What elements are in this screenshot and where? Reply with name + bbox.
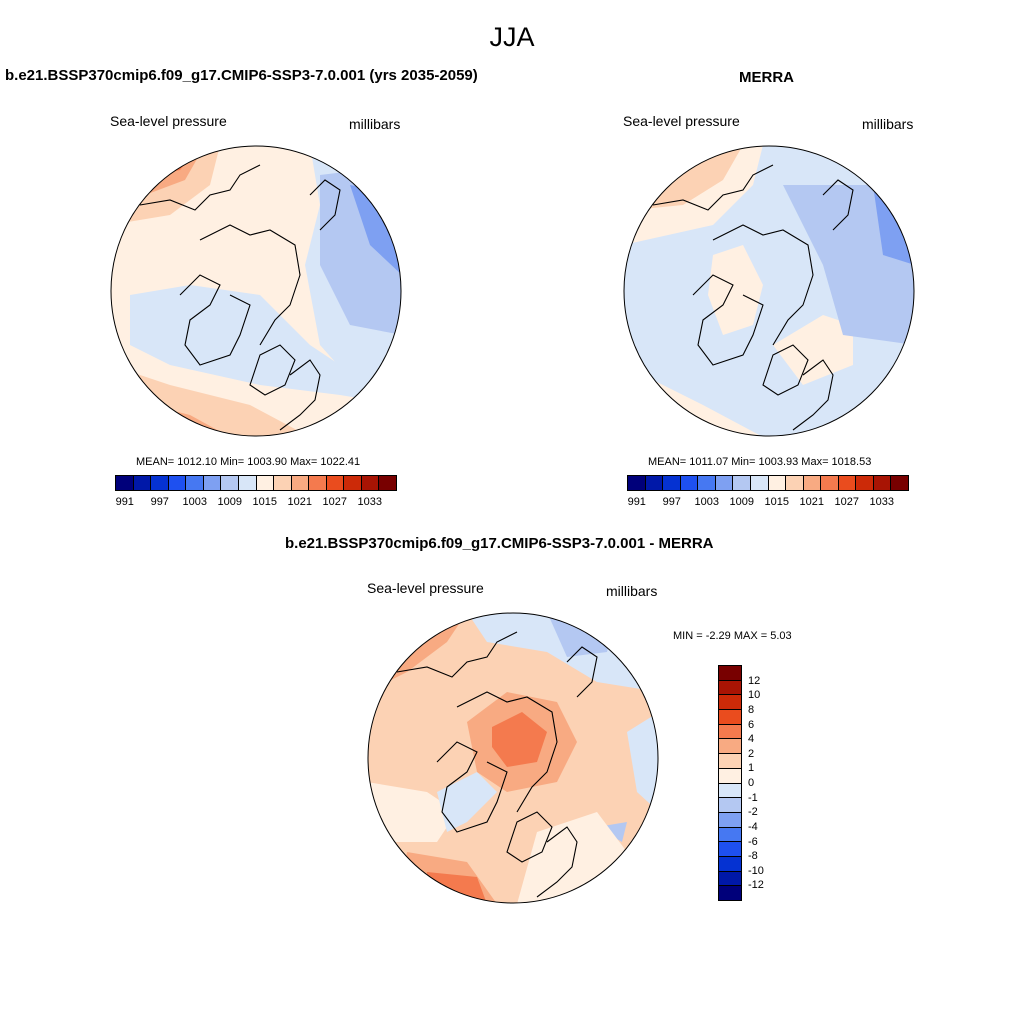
colorbar-tick-label: 1033 [357, 496, 382, 508]
colorbar-swatch [202, 476, 221, 490]
diff-units-label: millibars [606, 583, 658, 599]
obs-panel-title: MERRA [739, 69, 794, 86]
colorbar-swatch [719, 738, 741, 754]
colorbar-tick-label: -8 [748, 850, 758, 863]
colorbar-swatch [719, 841, 741, 856]
colorbar-swatch [343, 476, 361, 490]
colorbar-tick-label: -12 [748, 879, 764, 892]
colorbar-swatch [719, 694, 741, 710]
colorbar-swatch [132, 476, 151, 490]
colorbar-swatch [714, 476, 733, 490]
colorbar-tick-label: 1027 [834, 496, 859, 508]
colorbar-swatch [237, 476, 256, 490]
colorbar-tick-label: -2 [748, 806, 758, 819]
colorbar-swatch [732, 476, 750, 490]
colorbar-swatch [872, 476, 891, 490]
diff-panel-title: b.e21.BSSP370cmip6.f09_g17.CMIP6-SSP3-7.… [285, 535, 714, 552]
colorbar-swatch [719, 885, 741, 900]
colorbar-swatch [185, 476, 203, 490]
colorbar-swatch [719, 870, 741, 886]
colorbar-tick-label: 2 [748, 747, 755, 760]
colorbar-swatch [290, 476, 309, 490]
colorbar-swatch [719, 855, 741, 871]
colorbar-swatch [644, 476, 663, 490]
colorbar-swatch [837, 476, 856, 490]
colorbar-tick-label: 1015 [252, 496, 277, 508]
colorbar-swatch [378, 476, 396, 490]
colorbar-swatch [890, 476, 908, 490]
colorbar-swatch [719, 782, 741, 798]
model-polar-map [110, 145, 402, 437]
colorbar-tick-label: 1009 [217, 496, 242, 508]
obs-stats: MEAN= 1011.07 Min= 1003.93 Max= 1018.53 [648, 456, 872, 468]
colorbar-swatch [679, 476, 698, 490]
colorbar-tick-label: -10 [748, 864, 764, 877]
colorbar-swatch [167, 476, 186, 490]
colorbar-swatch [150, 476, 168, 490]
colorbar-swatch [767, 476, 786, 490]
colorbar-swatch [719, 723, 741, 739]
diff-polar-map [367, 612, 659, 904]
colorbar-swatch [719, 666, 741, 680]
colorbar-swatch [719, 826, 741, 842]
model-stats: MEAN= 1012.10 Min= 1003.90 Max= 1022.41 [136, 456, 361, 468]
colorbar-swatch [719, 753, 741, 768]
colorbar-tick-label: 991 [115, 496, 134, 508]
colorbar-swatch [749, 476, 768, 490]
colorbar-tick-label: 4 [748, 733, 755, 746]
colorbar-swatch [116, 476, 133, 490]
colorbar-swatch [220, 476, 238, 490]
colorbar-swatch [628, 476, 645, 490]
colorbar-swatch [360, 476, 379, 490]
colorbar-tick-label: -6 [748, 835, 758, 848]
diff-colorbar [718, 665, 742, 901]
colorbar-tick-label: 1033 [869, 496, 894, 508]
colorbar-tick-label: 0 [748, 777, 755, 789]
colorbar-tick-label: 12 [748, 674, 761, 687]
colorbar-tick-label: 997 [662, 496, 681, 508]
colorbar-swatch [855, 476, 873, 490]
colorbar-tick-label: 6 [748, 718, 755, 731]
colorbar-tick-label: 10 [748, 689, 761, 702]
colorbar-swatch [802, 476, 821, 490]
season-title: JJA [489, 22, 535, 52]
diff-variable-label: Sea-level pressure [367, 580, 484, 596]
obs-units-label: millibars [862, 116, 914, 132]
colorbar-swatch [719, 797, 741, 812]
colorbar-tick-label: 1003 [694, 496, 719, 508]
colorbar-tick-label: 1003 [182, 496, 207, 508]
colorbar-swatch [820, 476, 838, 490]
model-units-label: millibars [349, 116, 401, 132]
colorbar-tick-label: 1 [748, 762, 755, 775]
colorbar-tick-label: 1021 [287, 496, 312, 508]
colorbar-swatch [719, 767, 741, 783]
colorbar-swatch [697, 476, 715, 490]
colorbar-tick-label: 991 [627, 496, 646, 508]
model-variable-label: Sea-level pressure [110, 113, 227, 129]
model-panel-title: b.e21.BSSP370cmip6.f09_g17.CMIP6-SSP3-7.… [5, 67, 478, 84]
colorbar-swatch [662, 476, 680, 490]
obs-variable-label: Sea-level pressure [623, 113, 740, 129]
colorbar-tick-label: 8 [748, 703, 755, 716]
colorbar-tick-label: 1027 [322, 496, 347, 508]
model-colorbar [115, 475, 397, 491]
colorbar-swatch [719, 811, 741, 827]
diff-stats: MIN = -2.29 MAX = 5.03 [673, 630, 792, 642]
colorbar-tick-label: 1009 [729, 496, 754, 508]
colorbar-tick-label: -1 [748, 791, 758, 804]
colorbar-swatch [325, 476, 344, 490]
colorbar-swatch [273, 476, 291, 490]
colorbar-swatch [308, 476, 326, 490]
colorbar-tick-label: 997 [150, 496, 169, 508]
colorbar-tick-label: 1021 [799, 496, 824, 508]
colorbar-swatch [719, 709, 741, 724]
colorbar-swatch [785, 476, 803, 490]
obs-polar-map [623, 145, 915, 437]
obs-colorbar [627, 475, 909, 491]
colorbar-tick-label: 1015 [764, 496, 789, 508]
colorbar-tick-label: -4 [748, 820, 758, 833]
colorbar-swatch [255, 476, 274, 490]
colorbar-swatch [719, 679, 741, 695]
